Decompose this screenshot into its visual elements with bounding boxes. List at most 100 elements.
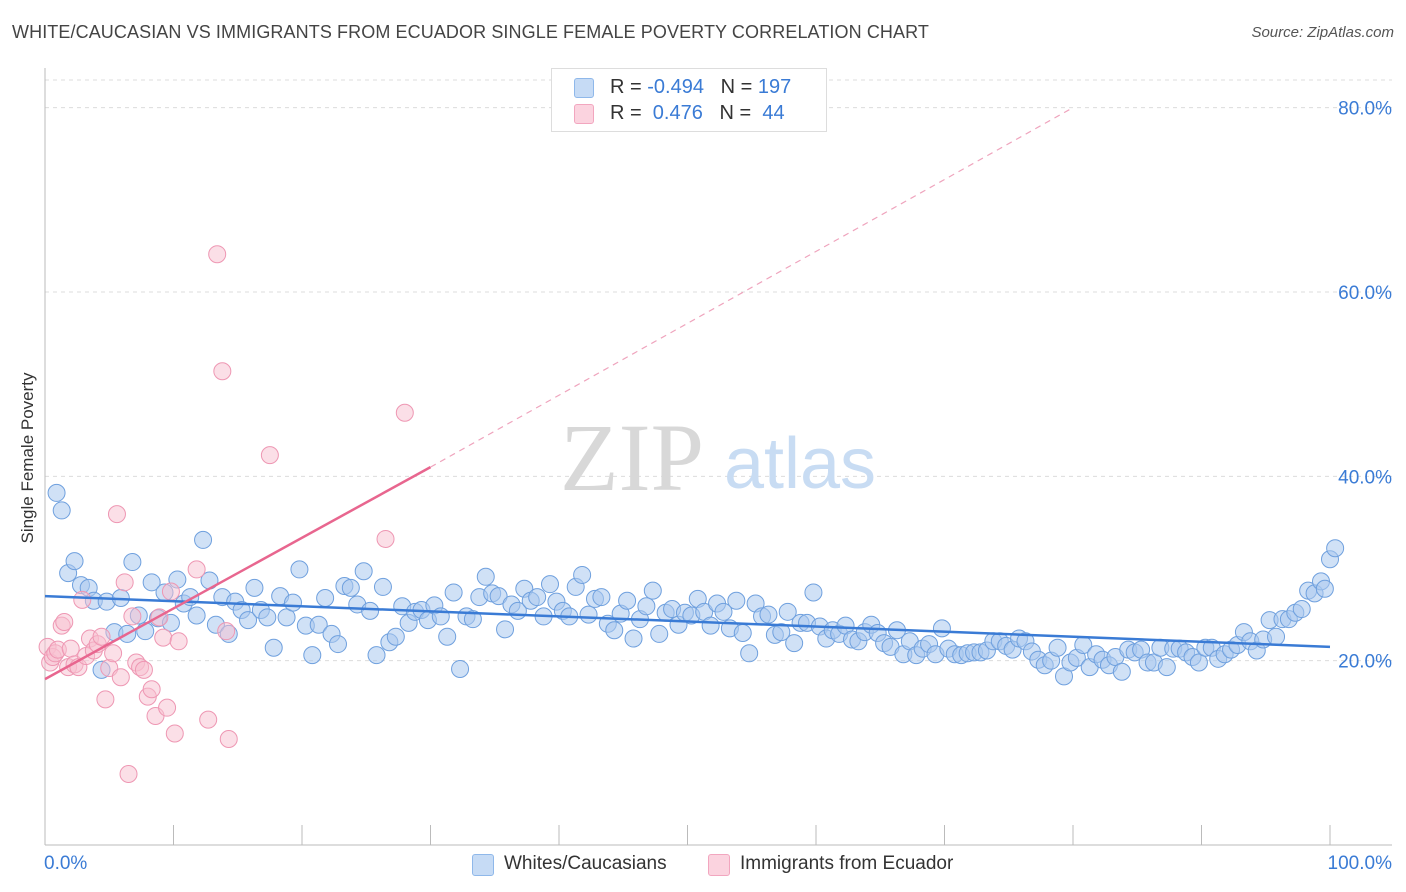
legend-swatch-blue bbox=[574, 78, 594, 98]
data-point-ecuador bbox=[61, 639, 80, 658]
data-point-whites bbox=[367, 646, 386, 665]
data-point-whites bbox=[932, 619, 951, 638]
data-point-whites bbox=[1157, 658, 1176, 677]
data-point-ecuador bbox=[104, 644, 123, 663]
data-point-whites bbox=[643, 581, 662, 600]
data-point-whites bbox=[528, 588, 547, 607]
data-point-whites bbox=[573, 565, 592, 584]
data-point-whites bbox=[727, 591, 746, 610]
correlation-legend: R = -0.494 N = 197 R = 0.476 N = 44 bbox=[551, 68, 827, 132]
bottom-legend-label-whites: Whites/Caucasians bbox=[504, 853, 667, 874]
data-point-ecuador bbox=[208, 245, 227, 264]
data-point-ecuador bbox=[219, 730, 238, 749]
legend-r-label: R = bbox=[610, 102, 648, 124]
data-point-whites bbox=[373, 577, 392, 596]
y-tick-label: 60.0% bbox=[1338, 283, 1392, 304]
data-point-ecuador bbox=[395, 403, 414, 422]
data-point-whites bbox=[438, 627, 457, 646]
data-point-whites bbox=[451, 659, 470, 678]
series-whites bbox=[47, 483, 1345, 686]
data-point-whites bbox=[650, 624, 669, 643]
y-tick-label: 40.0% bbox=[1338, 467, 1392, 488]
data-point-whites bbox=[618, 591, 637, 610]
data-point-whites bbox=[1048, 638, 1067, 657]
data-point-ecuador bbox=[199, 710, 218, 729]
data-point-ecuador bbox=[119, 765, 138, 784]
watermark: ZIP atlas bbox=[560, 404, 876, 511]
data-point-whites bbox=[624, 629, 643, 648]
data-point-whites bbox=[239, 611, 258, 630]
data-point-whites bbox=[1326, 539, 1345, 558]
data-point-ecuador bbox=[111, 668, 130, 687]
data-point-ecuador bbox=[96, 690, 115, 709]
data-point-whites bbox=[1112, 662, 1131, 681]
legend-n-value: 44 bbox=[756, 102, 785, 124]
data-point-whites bbox=[328, 635, 347, 654]
data-point-whites bbox=[476, 567, 495, 586]
data-point-ecuador bbox=[260, 446, 279, 465]
data-point-whites bbox=[759, 605, 778, 624]
data-point-whites bbox=[123, 553, 142, 572]
data-point-whites bbox=[284, 593, 303, 612]
data-point-whites bbox=[785, 634, 804, 653]
y-axis-title: Single Female Poverty bbox=[18, 372, 37, 544]
watermark-zip: ZIP bbox=[560, 404, 704, 511]
data-point-whites bbox=[187, 606, 206, 625]
trend-lines bbox=[44, 107, 1331, 681]
data-point-whites bbox=[772, 623, 791, 642]
data-point-ecuador bbox=[107, 505, 126, 524]
data-point-whites bbox=[354, 562, 373, 581]
bottom-legend-swatch-blue bbox=[472, 854, 494, 876]
data-point-whites bbox=[142, 573, 161, 592]
data-point-ecuador bbox=[158, 698, 177, 717]
data-point-whites bbox=[65, 552, 84, 571]
trend-line-whites bbox=[44, 594, 1331, 649]
data-point-ecuador bbox=[55, 612, 74, 631]
data-point-whites bbox=[1315, 579, 1334, 598]
x-tick-label: 0.0% bbox=[44, 853, 87, 874]
data-point-ecuador bbox=[123, 607, 142, 626]
tick-labels: 20.0% 40.0% 60.0% 80.0% 0.0% 100.0% bbox=[44, 99, 1392, 874]
y-tick-label: 80.0% bbox=[1338, 99, 1392, 120]
data-point-whites bbox=[290, 560, 309, 579]
data-point-ecuador bbox=[213, 362, 232, 381]
data-point-whites bbox=[733, 624, 752, 643]
data-point-whites bbox=[245, 578, 264, 597]
data-point-whites bbox=[605, 621, 624, 640]
legend-swatch-pink bbox=[574, 104, 594, 124]
data-point-whites bbox=[489, 587, 508, 606]
data-point-ecuador bbox=[376, 530, 395, 548]
chart-title: WHITE/CAUCASIAN VS IMMIGRANTS FROM ECUAD… bbox=[12, 22, 929, 42]
data-point-whites bbox=[637, 597, 656, 616]
data-point-whites bbox=[264, 638, 283, 657]
data-point-whites bbox=[496, 620, 515, 639]
data-point-ecuador bbox=[161, 582, 180, 601]
data-point-ecuador bbox=[92, 627, 111, 646]
data-point-whites bbox=[714, 602, 733, 621]
series-ecuador bbox=[38, 245, 414, 784]
data-point-whites bbox=[541, 575, 560, 594]
data-point-ecuador bbox=[115, 573, 134, 592]
bottom-legend-label-ecuador: Immigrants from Ecuador bbox=[740, 853, 954, 874]
x-tick-label: 100.0% bbox=[1328, 853, 1393, 874]
watermark-atlas: atlas bbox=[724, 424, 876, 504]
data-point-whites bbox=[1292, 600, 1311, 619]
data-point-ecuador bbox=[134, 660, 153, 679]
trend-line-ecuador bbox=[44, 466, 432, 681]
data-point-ecuador bbox=[217, 622, 236, 641]
legend-n-label: N = bbox=[719, 102, 757, 124]
data-point-ecuador bbox=[73, 590, 92, 609]
data-point-whites bbox=[341, 578, 360, 597]
trend-line-ecuador-extension bbox=[430, 107, 1074, 468]
y-tick-label: 20.0% bbox=[1338, 652, 1392, 673]
data-point-whites bbox=[303, 646, 322, 665]
data-point-whites bbox=[309, 615, 328, 634]
data-point-whites bbox=[361, 601, 380, 620]
legend-n-label: N = bbox=[720, 76, 758, 98]
data-point-whites bbox=[579, 605, 598, 624]
data-point-ecuador bbox=[187, 560, 206, 579]
bottom-legend-swatch-pink bbox=[708, 854, 730, 876]
data-point-whites bbox=[778, 602, 797, 621]
data-point-ecuador bbox=[142, 680, 161, 699]
